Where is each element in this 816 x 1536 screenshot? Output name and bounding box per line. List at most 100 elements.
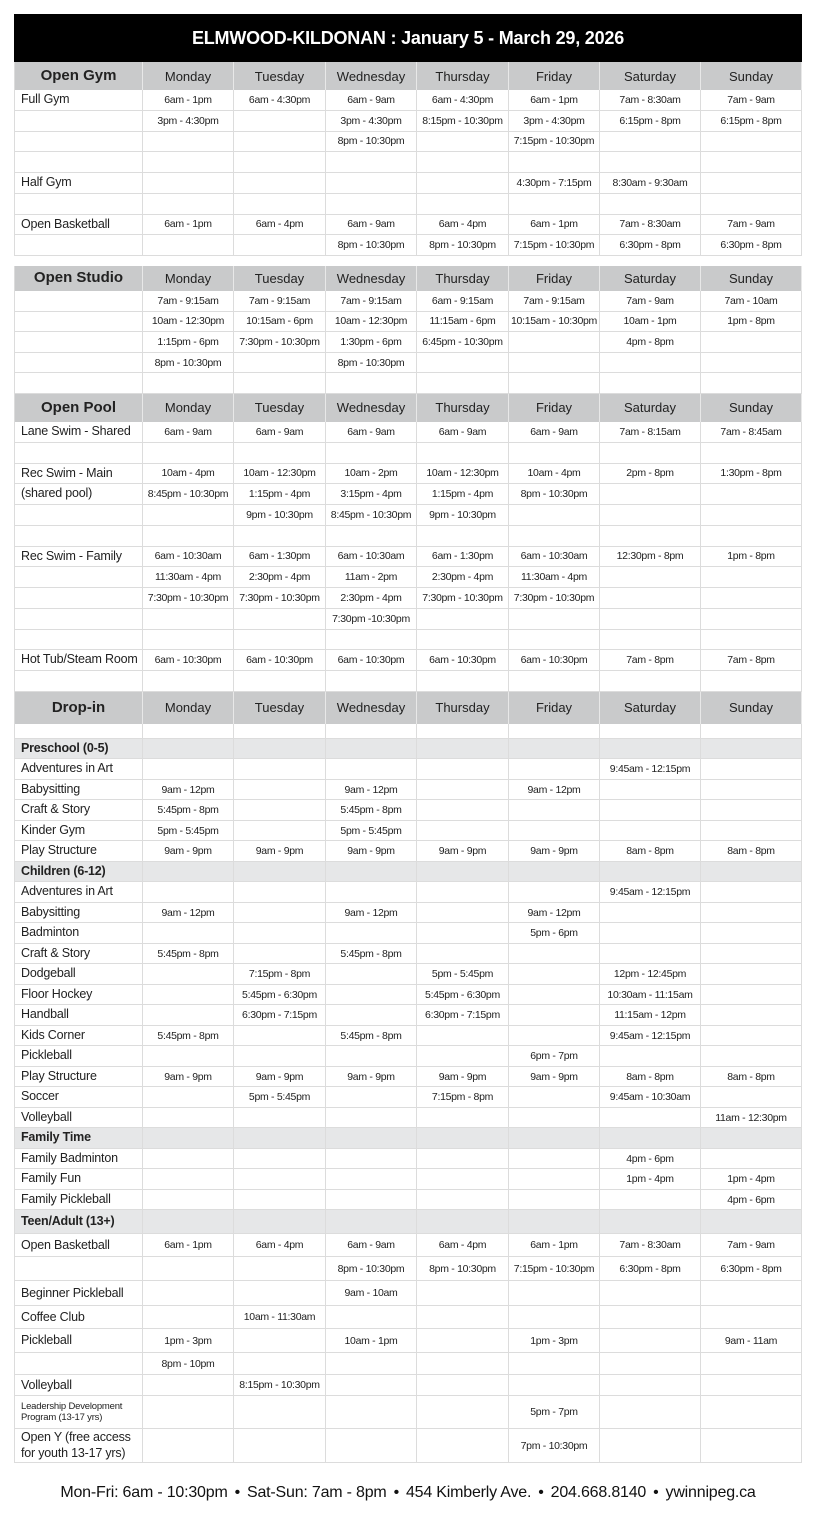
time-cell xyxy=(509,608,600,629)
day-header: Sunday xyxy=(701,393,802,422)
table-row xyxy=(14,629,802,651)
table-row: 10am - 12:30pm 10:15am - 6pm 10am - 12:30p… xyxy=(14,311,802,333)
time-cell xyxy=(417,1306,509,1329)
time-cell: 1:15pm - 4pm xyxy=(234,484,326,505)
time-cell xyxy=(326,1375,417,1396)
time-cell: 6am - 1pm xyxy=(143,90,234,110)
time-cell xyxy=(143,861,234,882)
time-cell xyxy=(234,1169,326,1189)
activity-label: Rec Swim - Main xyxy=(14,463,143,484)
day-header: Wednesday xyxy=(326,266,417,291)
website-link[interactable]: ywinnipeg.ca xyxy=(665,1484,756,1501)
time-cell xyxy=(600,442,701,463)
time-cell: 6:30pm - 8pm xyxy=(600,1257,701,1281)
table-row: Family Fun 1pm - 4pm 1pm - 4pm xyxy=(14,1169,802,1190)
time-cell xyxy=(143,1087,234,1107)
separator: • xyxy=(538,1484,544,1501)
time-cell: 2pm - 8pm xyxy=(600,463,701,484)
activity-label xyxy=(14,723,143,738)
category-row: Preschool (0-5) xyxy=(14,738,802,760)
time-cell xyxy=(701,1281,802,1306)
time-cell xyxy=(143,923,234,943)
schedule-title: ELMWOOD-KILDONAN : January 5 - March 29,… xyxy=(14,14,802,62)
activity-label: Family Badminton xyxy=(14,1148,143,1169)
time-cell: 8pm - 10:30pm xyxy=(143,352,234,373)
time-cell xyxy=(326,738,417,759)
table-row: Rec Swim - Main 10am - 4pm 10am - 12:30pm 1… xyxy=(14,463,802,485)
time-cell xyxy=(234,820,326,841)
time-cell xyxy=(701,629,802,650)
time-cell xyxy=(234,1329,326,1353)
activity-label: Craft & Story xyxy=(14,943,143,964)
time-cell: 9:45am - 12:15pm xyxy=(600,1025,701,1046)
day-header: Friday xyxy=(509,62,600,90)
table-row: 7:30pm - 10:30pm 7:30pm - 10:30pm 2:30pm -… xyxy=(14,588,802,609)
time-cell xyxy=(509,820,600,841)
time-cell xyxy=(417,1148,509,1169)
time-cell xyxy=(234,671,326,691)
time-cell: 7:15pm - 8pm xyxy=(234,964,326,984)
time-cell xyxy=(234,1257,326,1281)
time-cell: 12:30pm - 8pm xyxy=(600,546,701,567)
activity-label: Half Gym xyxy=(14,173,143,193)
activity-label: Babysitting xyxy=(14,902,143,923)
time-cell: 9am - 12pm xyxy=(143,902,234,923)
time-cell xyxy=(600,943,701,964)
time-cell: 10am - 1pm xyxy=(326,1329,417,1353)
time-cell: 6:30pm - 7:15pm xyxy=(417,1005,509,1025)
time-cell: 10am - 2pm xyxy=(326,463,417,484)
time-cell xyxy=(326,152,417,172)
time-cell xyxy=(143,525,234,546)
activity-label xyxy=(14,525,143,546)
weekend-hours: Sat-Sun: 7am - 8pm xyxy=(246,1484,387,1501)
table-row: Pickleball 1pm - 3pm 10am - 1pm 1pm - 3pm 9a… xyxy=(14,1329,802,1354)
table-row: Volleyball 8:15pm - 10:30pm xyxy=(14,1375,802,1397)
time-cell xyxy=(509,1148,600,1169)
time-cell: 6:30pm - 8pm xyxy=(701,235,802,255)
table-row: Soccer 5pm - 5:45pm 7:15pm - 8pm 9:45am - 1… xyxy=(14,1087,802,1108)
time-cell: 10am - 12:30pm xyxy=(234,463,326,484)
time-cell xyxy=(417,1189,509,1210)
time-cell: 8:30am - 9:30am xyxy=(600,173,701,193)
activity-label: Pickleball xyxy=(14,1329,143,1353)
category-label: Children (6-12) xyxy=(14,861,143,882)
table-row: Volleyball 11am - 12:30pm xyxy=(14,1107,802,1129)
time-cell xyxy=(701,1375,802,1396)
time-cell: 7am - 9:15am xyxy=(143,291,234,311)
time-cell xyxy=(417,800,509,820)
time-cell xyxy=(143,1281,234,1306)
time-cell xyxy=(143,738,234,759)
time-cell xyxy=(701,525,802,546)
time-cell: 7:30pm - 10:30pm xyxy=(143,588,234,608)
day-header: Sunday xyxy=(701,62,802,90)
table-row xyxy=(14,525,802,547)
category-label: Teen/Adult (13+) xyxy=(14,1210,143,1234)
day-header: Saturday xyxy=(600,691,701,724)
activity-label: (shared pool) xyxy=(14,484,143,505)
time-cell xyxy=(701,800,802,820)
time-cell xyxy=(701,193,802,214)
time-cell xyxy=(143,608,234,629)
time-cell: 9am - 12pm xyxy=(509,902,600,923)
time-cell xyxy=(701,332,802,352)
time-cell: 11am - 12:30pm xyxy=(701,1107,802,1128)
time-cell: 5:45pm - 6:30pm xyxy=(417,984,509,1005)
table-row: Lane Swim - Shared 6am - 9am 6am - 9am 6am … xyxy=(14,421,802,443)
time-cell xyxy=(600,1189,701,1210)
time-cell: 8am - 8pm xyxy=(600,1066,701,1087)
section-gap xyxy=(14,256,802,266)
time-cell xyxy=(600,588,701,608)
time-cell: 4pm - 6pm xyxy=(600,1148,701,1169)
table-row: Hot Tub/Steam Room 6am - 10:30pm 6am - 10:… xyxy=(14,650,802,672)
time-cell: 12pm - 12:45pm xyxy=(600,964,701,984)
time-cell xyxy=(417,723,509,738)
time-cell xyxy=(509,882,600,902)
time-cell: 5pm - 6pm xyxy=(509,923,600,943)
time-cell xyxy=(701,943,802,964)
time-cell: 10am - 4pm xyxy=(509,463,600,484)
time-cell: 8pm - 10:30pm xyxy=(326,1257,417,1281)
activity-label: Hot Tub/Steam Room xyxy=(14,650,143,671)
time-cell: 9:45am - 12:15pm xyxy=(600,759,701,779)
time-cell xyxy=(234,1046,326,1066)
time-cell: 6am - 1pm xyxy=(143,1234,234,1257)
